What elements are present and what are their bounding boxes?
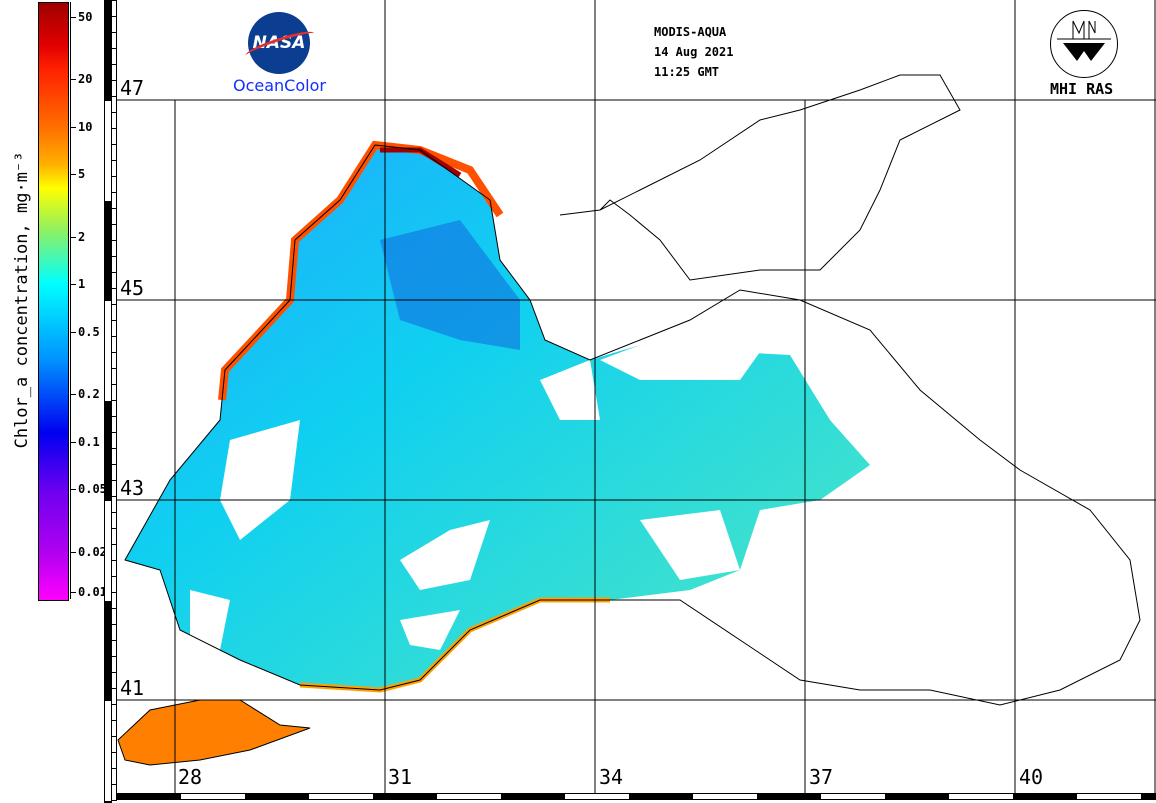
oceancolor-label: OceanColor <box>233 76 326 95</box>
lat-label-47: 47 <box>118 76 147 100</box>
black-sea-coast <box>124 144 1141 706</box>
colorbar-tick-label: 5 <box>70 168 85 180</box>
lon-label-37: 37 <box>807 765 836 789</box>
time-label: 11:25 GMT <box>654 65 720 79</box>
lon-label-34: 34 <box>597 765 626 789</box>
colorbar-tick-label: 0.5 <box>70 326 100 338</box>
colorbar-tick-label: 0.05 <box>70 483 107 495</box>
graticule <box>116 0 1156 793</box>
colorbar-axis <box>70 2 71 599</box>
data-area-west <box>125 145 870 690</box>
satellite-data <box>117 140 870 766</box>
colorbar-tick-label: 2 <box>70 231 85 243</box>
colorbar-tick-label: 0.2 <box>70 388 100 400</box>
lat-label-45: 45 <box>118 276 147 300</box>
colorbar-tick-label: 0.01 <box>70 586 107 598</box>
colorbar-tick-label: 1 <box>70 278 85 290</box>
lon-label-40: 40 <box>1017 765 1046 789</box>
sensor-label: MODIS-AQUA <box>654 25 727 39</box>
lon-label-28: 28 <box>176 765 205 789</box>
mhi-ras-label: MHI RAS <box>1050 80 1114 98</box>
colorbar-tick-label: 20 <box>70 73 92 85</box>
lat-label-41: 41 <box>118 676 147 700</box>
date-label: 14 Aug 2021 <box>654 45 734 59</box>
nasa-logo-text: NASA <box>252 33 306 53</box>
latitude-scale-bar <box>104 0 112 803</box>
mhi-logo <box>1050 10 1118 78</box>
dark-blue-patch <box>380 220 520 350</box>
marmara-sea <box>117 699 311 766</box>
latitude-scale-ticks <box>112 0 117 801</box>
longitude-scale-bar <box>116 793 1156 800</box>
coastline <box>124 74 1141 706</box>
lon-label-31: 31 <box>386 765 415 789</box>
cloud-gaps <box>190 345 760 650</box>
mhi-emblem-icon <box>1057 20 1111 61</box>
colorbar-tick-label: 0.02 <box>70 546 107 558</box>
colorbar-tick-label: 10 <box>70 121 92 133</box>
lat-label-43: 43 <box>118 476 147 500</box>
azov-sea-coast <box>559 74 961 281</box>
nasa-logo: NASA <box>248 12 310 74</box>
colorbar-tick-label: 50 <box>70 11 92 23</box>
colorbar <box>38 2 69 601</box>
colorbar-tick-label: 0.1 <box>70 436 100 448</box>
